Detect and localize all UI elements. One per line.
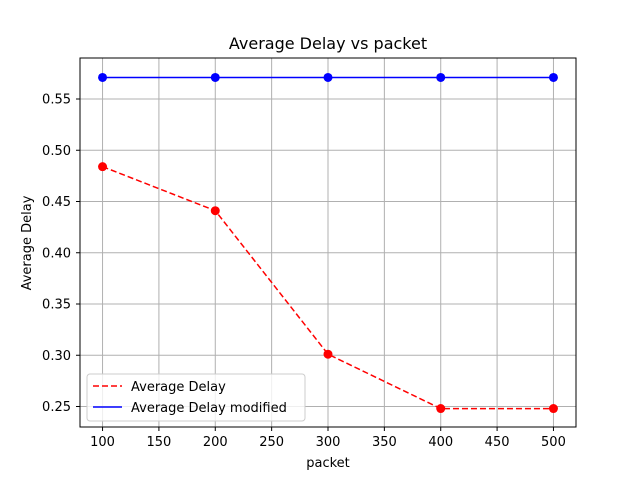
y-axis-label: Average Delay (20, 195, 35, 290)
x-axis-label: packet (306, 456, 350, 471)
data-point-average-delay-modified (210, 72, 220, 82)
y-tick-label: 0.45 (42, 195, 71, 210)
y-tick-label: 0.55 (42, 93, 71, 108)
data-point-average-delay-modified (323, 72, 333, 82)
data-point-average-delay-modified (98, 72, 108, 82)
legend: Average Delay Average Delay modified (86, 373, 306, 422)
x-tick-label: 150 (146, 435, 171, 450)
legend-box (86, 373, 306, 422)
legend-label-average-delay-modified: Average Delay modified (131, 401, 287, 416)
data-point-average-delay (98, 162, 108, 172)
x-tick-label: 350 (372, 435, 397, 450)
data-point-average-delay (548, 404, 558, 414)
axis-ticks: 100 150 200 250 300 350 400 450 500 0.25 0.30 0.35 0… (42, 93, 566, 451)
y-tick-label: 0.35 (42, 298, 71, 313)
x-tick-label: 300 (316, 435, 341, 450)
x-tick-label: 200 (203, 435, 228, 450)
legend-label-average-delay: Average Delay (131, 380, 226, 395)
x-tick-label: 250 (259, 435, 284, 450)
y-tick-label: 0.50 (42, 144, 71, 159)
y-tick-label: 0.40 (42, 246, 71, 261)
y-tick-label: 0.30 (42, 349, 71, 364)
data-point-average-delay (210, 206, 220, 216)
data-point-average-delay (323, 349, 333, 359)
x-tick-label: 100 (90, 435, 115, 450)
data-point-average-delay-modified (548, 72, 558, 82)
data-point-average-delay (436, 404, 446, 414)
plot-series (98, 72, 558, 414)
y-tick-label: 0.25 (42, 400, 71, 415)
x-tick-label: 400 (428, 435, 453, 450)
x-tick-label: 500 (541, 435, 566, 450)
chart-title: Average Delay vs packet (229, 34, 427, 53)
x-tick-label: 450 (485, 435, 510, 450)
data-point-average-delay-modified (436, 72, 446, 82)
